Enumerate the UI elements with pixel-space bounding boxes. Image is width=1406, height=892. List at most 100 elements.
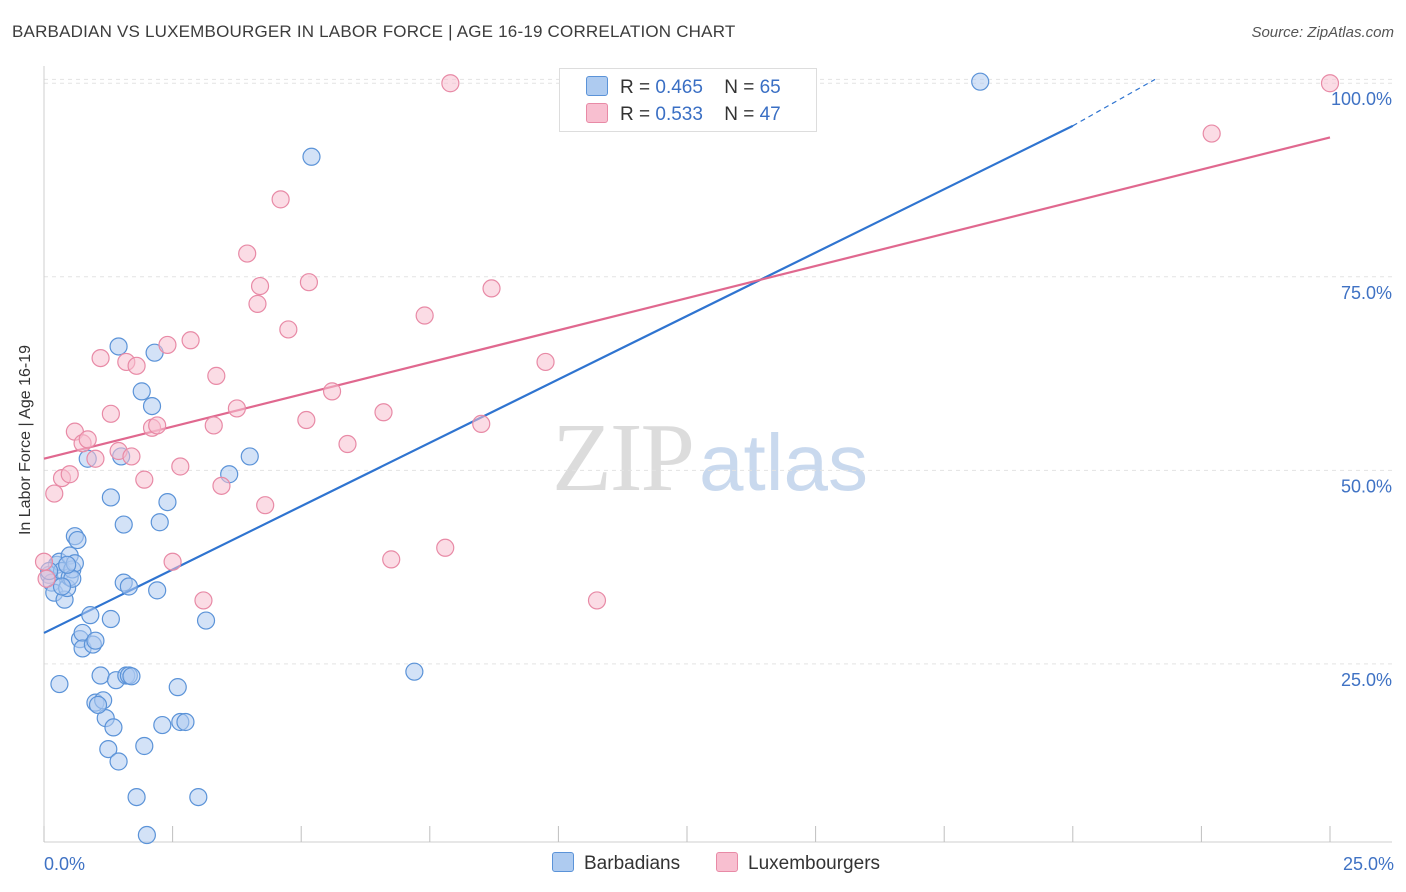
legend-n-value: 65 [759, 77, 781, 98]
barbadian-point [114, 515, 133, 534]
legend-row-barbadians: R = 0.465 N = 65 [586, 76, 781, 98]
barbadian-point [150, 513, 169, 532]
luxembourger-point [279, 320, 298, 339]
legend-r-label: R = [620, 104, 651, 125]
luxembourger-point [86, 449, 105, 468]
luxembourger-point [207, 366, 226, 385]
luxembourger-point [436, 538, 455, 557]
luxembourger-point [37, 569, 56, 588]
luxembourger-point [271, 190, 290, 209]
legend-r-value: 0.465 [655, 77, 703, 98]
barbadian-point [135, 736, 154, 756]
barbadian-point [99, 739, 118, 759]
luxembourger-point [250, 276, 270, 296]
luxembourger-point [60, 465, 79, 484]
luxembourger-point [148, 416, 167, 435]
luxembourger-point [297, 410, 316, 430]
watermark-atlas: atlas [699, 418, 868, 507]
bottom-legend-label: Luxembourgers [748, 853, 881, 874]
luxembourger-point [227, 399, 246, 418]
y-tick-label: 50.0% [1341, 476, 1392, 496]
barbadian-point [86, 631, 105, 650]
barbadian-point [132, 382, 151, 401]
trendlines [43, 78, 1331, 634]
luxembourger-point [212, 476, 231, 495]
luxembourger-point [122, 447, 141, 466]
luxembourger-point [248, 294, 267, 313]
barbadian-point [240, 447, 259, 466]
axes [43, 66, 1392, 843]
y-tick-label: 100.0% [1331, 89, 1392, 109]
barbadian-point [88, 695, 108, 715]
bottom-legend-swatch-pink [716, 852, 738, 872]
luxembourger-point [1202, 124, 1221, 143]
legend-swatch-pink [586, 103, 608, 123]
watermark: ZIPatlas [552, 400, 868, 514]
legend-n-label: N = [724, 77, 755, 98]
watermark-zip: ZIP [552, 404, 695, 512]
grid-lines [44, 78, 1392, 665]
luxembourger-point [374, 403, 393, 422]
y-axis-label-wrap: In Labor Force | Age 16-19 [6, 60, 46, 820]
bottom-legend: Barbadians Luxembourgers [0, 852, 1406, 878]
luxembourger-point [536, 352, 555, 372]
barbadian-point [158, 493, 177, 512]
barbadian-point [119, 577, 138, 596]
barbadian-point [50, 674, 69, 694]
barbadian-point [302, 147, 321, 166]
legend-r-label: R = [620, 77, 651, 98]
barbadian-point [189, 787, 208, 807]
y-tick-label: 25.0% [1341, 670, 1392, 690]
legend-n-label: N = [724, 104, 755, 125]
barbadian-point [971, 72, 990, 91]
bottom-legend-luxembourgers: Luxembourgers [716, 852, 880, 875]
barbadian-point [81, 606, 100, 625]
legend-n-value: 47 [759, 104, 781, 125]
luxembourger-point [158, 335, 177, 355]
legend-r-value: 0.533 [655, 104, 703, 125]
luxembourger-point [127, 356, 146, 375]
luxembourger-point [181, 331, 200, 350]
barbadian-point [168, 678, 187, 697]
luxembourger-point [472, 414, 491, 434]
chart-title: BARBADIAN VS LUXEMBOURGER IN LABOR FORCE… [12, 22, 736, 41]
luxembourger-point [322, 382, 342, 401]
luxembourger-point [135, 470, 154, 489]
luxembourger-point [1320, 74, 1340, 93]
barbadian-point [137, 825, 156, 845]
x-tick-label: 25.0% [1343, 854, 1394, 874]
barbadian-point [52, 577, 72, 596]
y-tick-label: 75.0% [1341, 283, 1392, 303]
luxembourger-point [415, 306, 434, 325]
barbadian-point [104, 718, 123, 737]
barbadian-point [58, 555, 77, 574]
data-points [34, 72, 1340, 845]
tick-labels: 25.0% 50.0% 75.0% 100.0% 0.0% 25.0% [44, 89, 1394, 874]
barbadian-point [109, 337, 128, 356]
luxembourger-point [256, 496, 275, 515]
bottom-legend-label: Barbadians [584, 853, 681, 874]
barbadian-point [196, 611, 216, 630]
luxembourger-point [299, 273, 319, 292]
bottom-legend-swatch-blue [552, 852, 574, 872]
barbadian-point [101, 488, 120, 507]
luxembourger-point [587, 591, 607, 610]
barbadian-point [142, 396, 162, 416]
barbadian-trendline [43, 124, 1074, 634]
luxembourger-point [78, 430, 97, 449]
luxembourger-point [194, 591, 213, 610]
barbadian-point [109, 752, 128, 771]
y-axis-label: In Labor Force | Age 16-19 [17, 344, 34, 536]
barbadian-point [101, 609, 120, 629]
barbadian-point [176, 712, 195, 732]
barbadian-trendline-extension [1072, 78, 1156, 127]
luxembourger-trendline [43, 136, 1331, 460]
x-tick-label: 0.0% [44, 854, 85, 874]
barbadian-point [127, 787, 146, 807]
luxembourger-point [238, 244, 257, 263]
barbadian-point [68, 530, 87, 550]
barbadian-point [153, 715, 172, 735]
barbadian-point [122, 667, 141, 686]
luxembourger-point [101, 404, 120, 423]
